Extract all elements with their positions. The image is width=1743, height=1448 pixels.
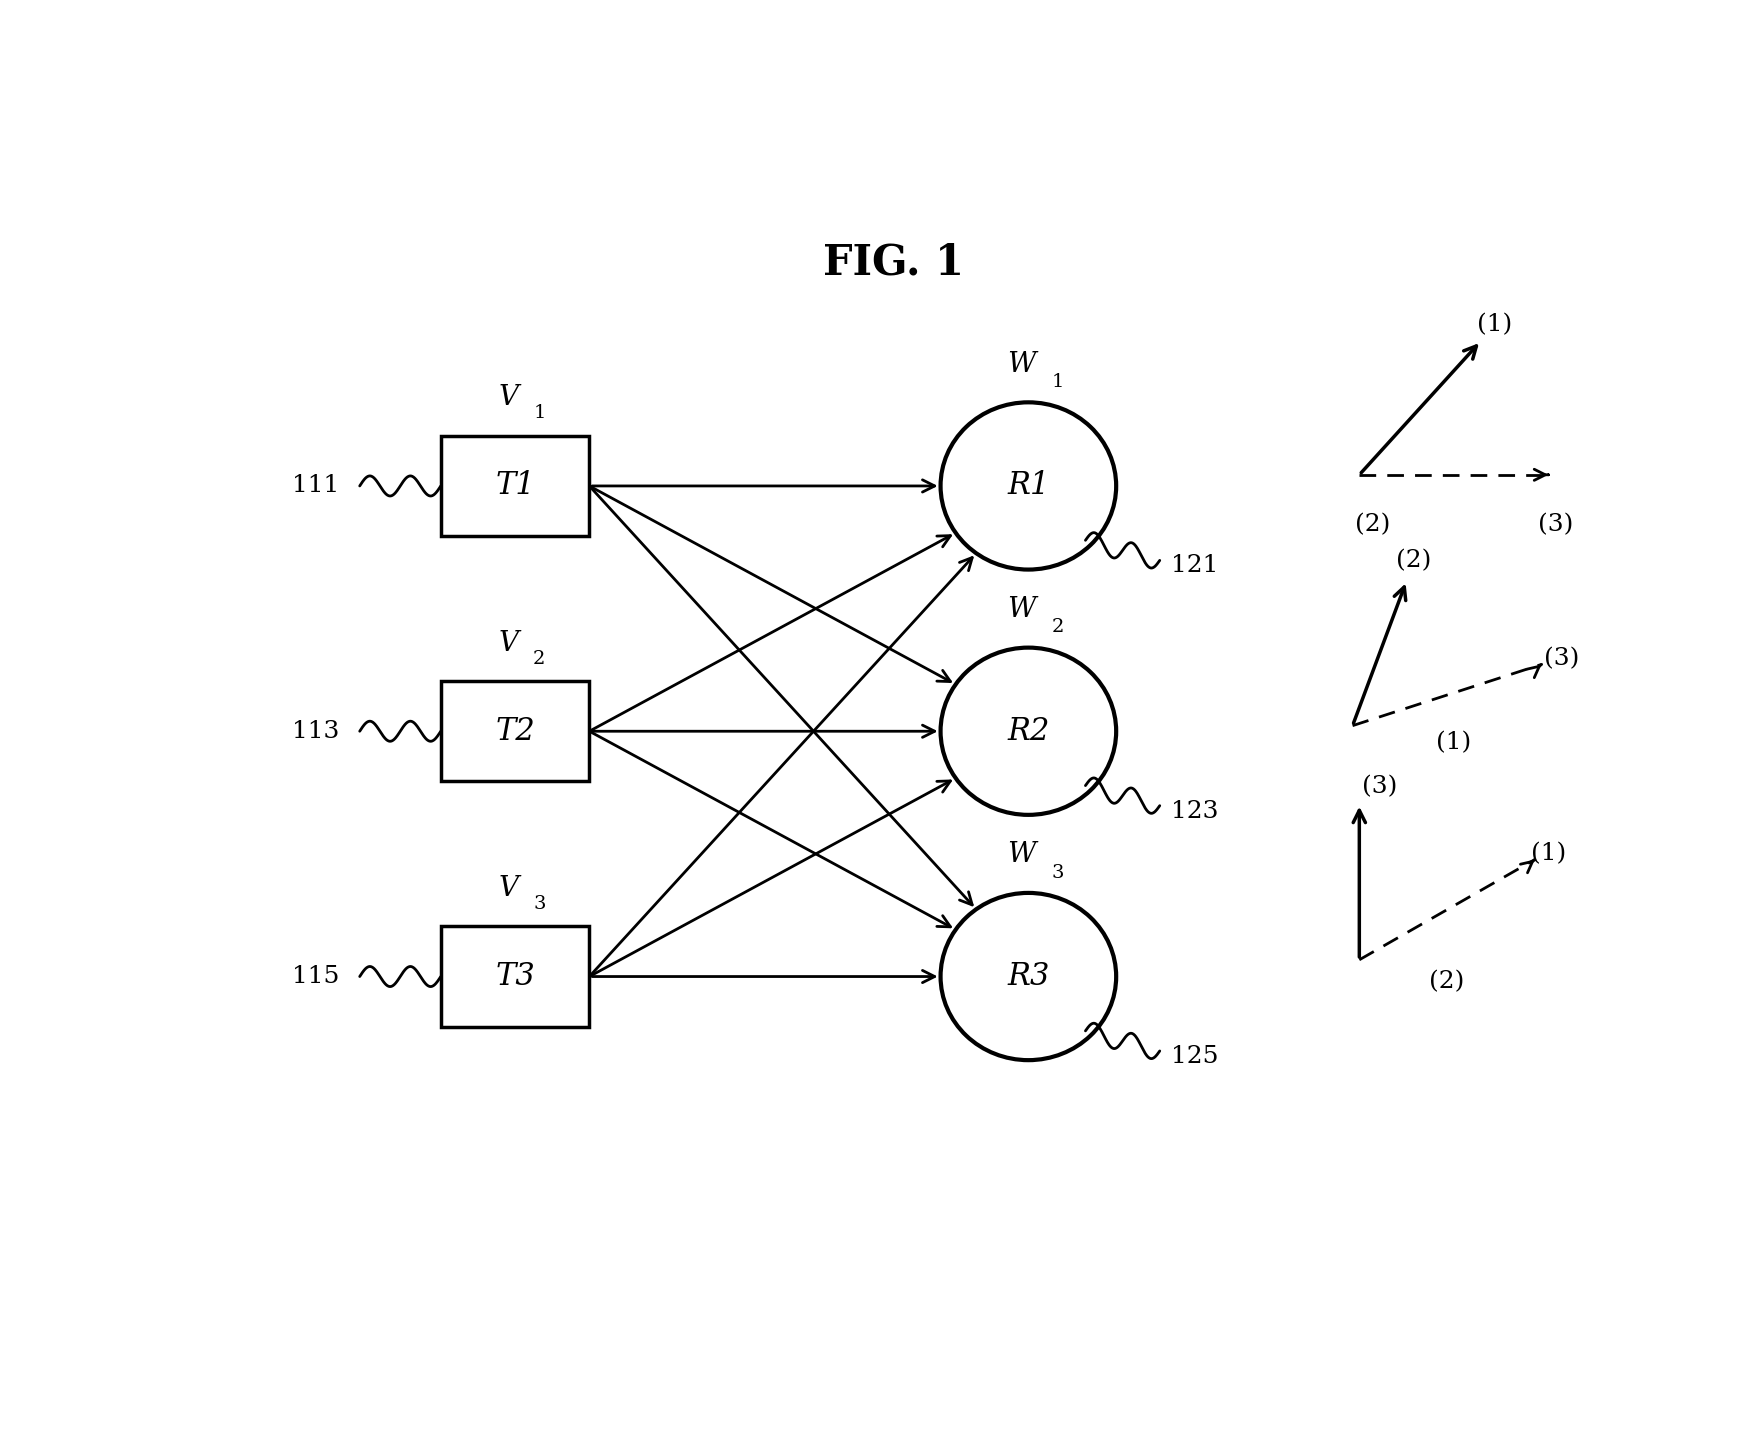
Text: (2): (2)	[1429, 970, 1464, 993]
Text: V: V	[498, 875, 518, 902]
Text: 125: 125	[1171, 1045, 1218, 1069]
Text: T2: T2	[495, 715, 535, 747]
Text: W: W	[1007, 597, 1035, 623]
FancyBboxPatch shape	[441, 927, 589, 1027]
Text: T3: T3	[495, 961, 535, 992]
Text: R2: R2	[1007, 715, 1049, 747]
Text: (2): (2)	[1396, 549, 1431, 572]
Text: 1: 1	[533, 404, 546, 423]
Text: 3: 3	[1051, 864, 1065, 882]
FancyBboxPatch shape	[441, 436, 589, 536]
Text: (3): (3)	[1544, 647, 1579, 670]
Text: 1: 1	[1053, 374, 1065, 391]
Text: 123: 123	[1171, 799, 1218, 822]
Text: 2: 2	[533, 650, 546, 668]
Ellipse shape	[941, 403, 1116, 569]
Text: V: V	[498, 630, 518, 656]
Text: (3): (3)	[1537, 514, 1572, 536]
Text: V: V	[498, 384, 518, 411]
Text: T1: T1	[495, 471, 535, 501]
Text: R1: R1	[1007, 471, 1049, 501]
Text: (1): (1)	[1436, 731, 1471, 754]
Text: 113: 113	[293, 720, 340, 743]
Text: W: W	[1007, 350, 1035, 378]
Text: (1): (1)	[1476, 313, 1511, 336]
Text: FIG. 1: FIG. 1	[823, 242, 964, 284]
FancyBboxPatch shape	[441, 681, 589, 782]
Text: R3: R3	[1007, 961, 1049, 992]
Text: (2): (2)	[1354, 514, 1391, 536]
Text: 111: 111	[293, 475, 340, 498]
Text: (3): (3)	[1361, 776, 1398, 798]
Text: (1): (1)	[1530, 843, 1565, 866]
Text: W: W	[1007, 841, 1035, 869]
Ellipse shape	[941, 893, 1116, 1060]
Text: 3: 3	[533, 895, 546, 914]
Text: 115: 115	[293, 964, 340, 988]
Text: 121: 121	[1171, 555, 1218, 578]
Text: 2: 2	[1053, 618, 1065, 637]
Ellipse shape	[941, 647, 1116, 815]
